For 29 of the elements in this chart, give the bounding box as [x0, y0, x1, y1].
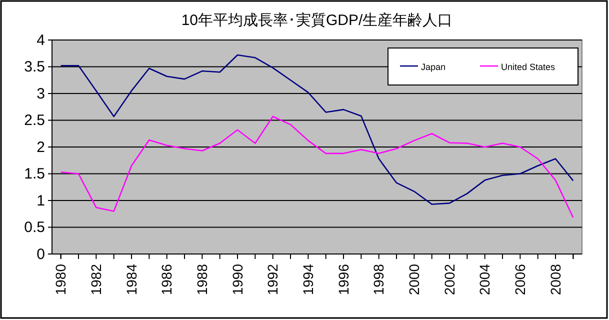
line-series — [60, 54, 574, 205]
x-tick-label: 1982 — [88, 264, 104, 296]
x-tick-label: 1988 — [194, 264, 210, 296]
line-series — [60, 116, 574, 218]
x-tick-label: 2004 — [476, 264, 493, 296]
x-tick-label: 2002 — [441, 264, 458, 296]
legend-label: Japan — [421, 62, 446, 72]
x-tick-label: 1998 — [370, 264, 387, 296]
x-tick-label: 1980 — [52, 264, 69, 296]
x-tick-label: 1992 — [264, 264, 281, 296]
x-tick-label: 2000 — [406, 264, 422, 296]
x-tick-label: 1990 — [229, 264, 246, 296]
y-tick-label: 3.5 — [24, 58, 45, 76]
x-tick-label: 1996 — [335, 264, 352, 296]
x-tick-label: 2006 — [512, 264, 528, 296]
x-tick-label: 1994 — [300, 264, 316, 296]
y-tick-label: 2 — [36, 138, 45, 156]
chart-title: 10年平均成長率･実質GDP/生産年齢人口 — [181, 12, 453, 29]
x-tick-label: 1984 — [123, 264, 140, 296]
legend-label: United States — [501, 62, 556, 72]
y-tick-label: 0.5 — [24, 219, 45, 236]
y-tick-label: 0 — [36, 246, 45, 263]
y-tick-label: 3 — [36, 85, 45, 102]
y-tick-label: 4 — [36, 32, 45, 49]
x-tick-label: 1986 — [158, 264, 175, 296]
y-tick-label: 1 — [36, 192, 45, 210]
y-tick-label: 2.5 — [24, 112, 45, 130]
x-tick-label: 2008 — [547, 264, 564, 296]
y-tick-label: 1.5 — [24, 166, 45, 183]
